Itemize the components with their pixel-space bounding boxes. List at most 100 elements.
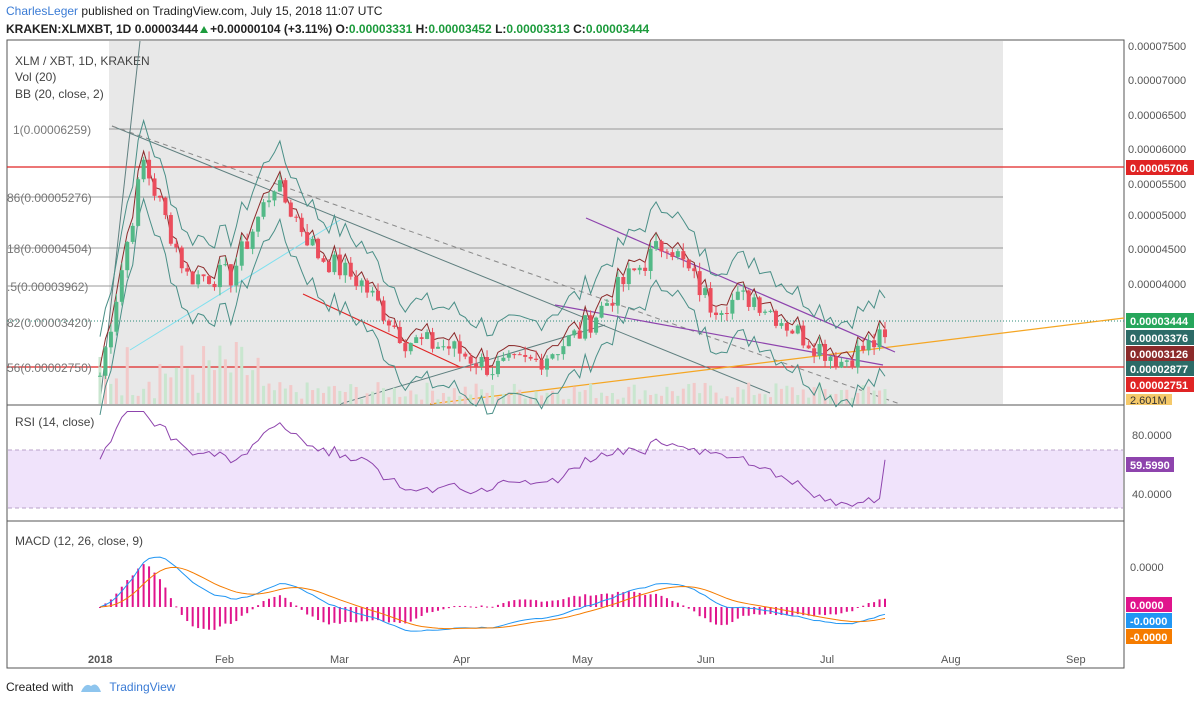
candle-body — [610, 303, 615, 306]
macd-hist-bar — [644, 594, 647, 607]
badge-rsi-text: 59.5990 — [1130, 460, 1170, 472]
macd-hist-bar — [693, 607, 696, 612]
candle-body — [332, 254, 337, 273]
volume-bar — [131, 395, 135, 404]
x-label-jun: Jun — [697, 654, 715, 666]
candle-body — [697, 271, 702, 296]
macd-hist-bar — [180, 607, 183, 615]
volume-bar — [714, 392, 718, 404]
candle-body — [283, 180, 288, 203]
volume-bar — [561, 399, 565, 404]
macd-hist-bar — [273, 596, 276, 607]
macd-hist-bar — [338, 607, 341, 624]
volume-bar — [218, 345, 222, 404]
volume-bar — [556, 394, 560, 404]
volume-bar — [212, 370, 216, 404]
candle-body — [523, 354, 528, 357]
volume-bar — [845, 389, 849, 404]
macd-hist-bar — [426, 607, 429, 613]
macd-hist-bar — [120, 586, 123, 607]
macd-hist-bar — [616, 591, 619, 607]
badge-macd-hist — [1126, 597, 1172, 612]
rsi-band — [8, 450, 1123, 508]
volume-bar — [861, 385, 865, 404]
macd-hist-bar — [208, 607, 211, 630]
macd-hist-bar — [709, 607, 712, 623]
candle-body — [594, 317, 599, 333]
trendline-steep — [99, 40, 141, 405]
macd-hist-bar — [584, 594, 587, 607]
candle-body — [316, 238, 321, 259]
bb-lower-line — [99, 197, 886, 416]
macd-hist-bar — [175, 606, 178, 608]
tradingview-link[interactable]: TradingView — [109, 680, 176, 694]
candle-body — [386, 320, 391, 326]
macd-hist-bar — [753, 607, 756, 615]
macd-pane[interactable] — [6, 520, 1125, 669]
volume-bar — [589, 383, 593, 404]
author-link[interactable]: CharlesLeger — [6, 4, 79, 18]
candle-body — [615, 277, 620, 306]
trendline-purple-lower — [554, 304, 884, 366]
volume-bar — [109, 383, 113, 404]
macd-hist-bar — [469, 606, 472, 608]
up-arrow-icon — [200, 26, 209, 33]
volume-bar — [332, 385, 336, 404]
candle-body — [501, 357, 506, 361]
macd-hist-bar — [371, 607, 374, 621]
x-label-feb: Feb — [215, 654, 234, 666]
volume-bar — [736, 386, 740, 404]
badge-volume-text: 2.601M — [1130, 395, 1167, 407]
badge-support-text: 0.00002751 — [1130, 380, 1188, 392]
volume-bar — [872, 390, 876, 404]
price-tick-6: 0.00005000 — [1128, 210, 1186, 222]
rsi-line — [99, 410, 886, 507]
badge-bb-upper-text: 0.00003376 — [1130, 333, 1188, 345]
volume-bar — [447, 396, 451, 404]
candle-body — [806, 345, 811, 349]
candle-body — [190, 271, 195, 285]
candle-body — [495, 360, 500, 375]
candle-body — [201, 274, 206, 277]
macd-hist-bar — [502, 603, 505, 607]
macd-hist-bar — [742, 607, 745, 616]
macd-hist-bar — [235, 607, 238, 622]
volume-bar — [850, 397, 854, 404]
macd-hist-bar — [698, 607, 701, 617]
candle-body — [539, 359, 544, 370]
macd-hist-bar — [638, 592, 641, 607]
candle-body — [626, 268, 631, 285]
volume-bar — [779, 388, 783, 404]
volume-bar — [828, 393, 832, 404]
macd-signal-line — [99, 566, 886, 630]
candle-body — [168, 215, 173, 244]
volume-bar — [507, 392, 511, 404]
open-label: O: — [335, 22, 349, 36]
volume-bar — [387, 397, 391, 404]
macd-hist-bar — [573, 595, 576, 607]
candle-body — [648, 249, 653, 271]
macd-hist-bar — [567, 597, 570, 607]
volume-bar — [567, 398, 571, 404]
macd-hist-bar — [148, 566, 151, 607]
macd-hist-bar — [704, 607, 707, 619]
rsi-tick-80: 80.0000 — [1132, 430, 1172, 442]
volume-bar — [643, 390, 647, 404]
candle-body — [157, 195, 162, 198]
price-tick-1: 0.00007500 — [1128, 41, 1186, 53]
volume-bar — [823, 389, 827, 404]
volume-bar — [147, 381, 151, 404]
candle-body — [773, 310, 778, 326]
candle-body — [392, 325, 397, 327]
candle-body — [714, 312, 719, 315]
macd-hist-bar — [535, 600, 538, 607]
macd-hist-bar — [845, 607, 848, 612]
candle-body — [621, 277, 626, 285]
volume-bar — [796, 395, 800, 404]
volume-bar — [839, 389, 843, 404]
candle-body — [746, 290, 751, 307]
candle-body — [517, 354, 522, 356]
low-label: L: — [495, 22, 507, 36]
macd-hist-bar — [546, 601, 549, 607]
